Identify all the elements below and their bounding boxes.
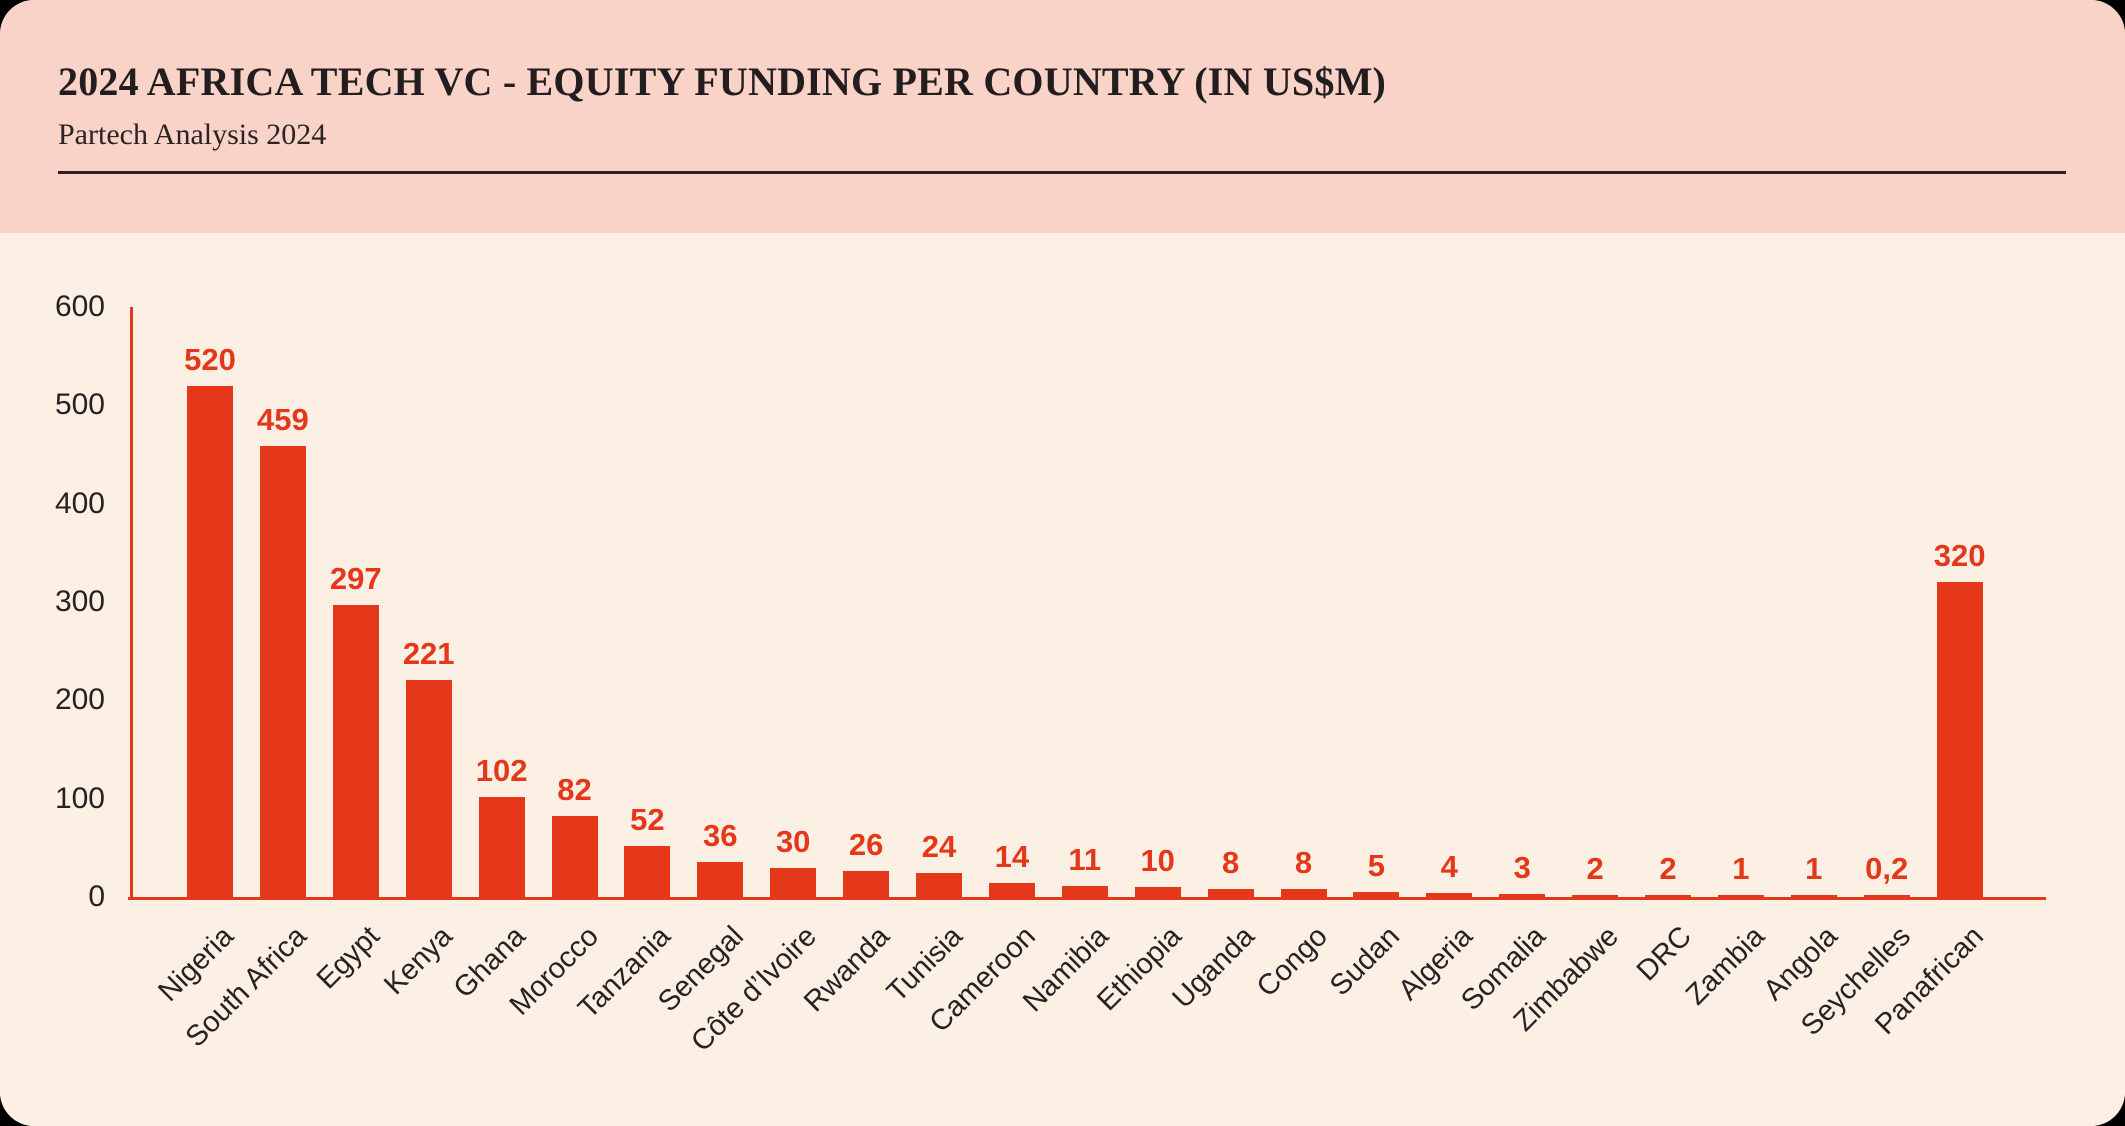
bar-value-label-ethiopia: 10 — [1140, 843, 1175, 879]
bar-zambia — [1717, 894, 1764, 897]
chart-header: 2024 AFRICA TECH VC - EQUITY FUNDING PER… — [0, 0, 2125, 233]
bar-drc — [1645, 894, 1691, 897]
bar-value-label-somalia: 3 — [1513, 850, 1531, 886]
bar-sudan — [1353, 892, 1400, 897]
bar-value-label-nigeria: 520 — [184, 341, 236, 377]
bar-value-label-zambia: 1 — [1732, 850, 1750, 886]
bar-namibia — [1061, 886, 1108, 897]
bar-value-label-cameroon: 14 — [994, 839, 1030, 875]
y-tick-label-600: 600 — [54, 290, 105, 323]
bar-value-label-senegal: 36 — [703, 817, 738, 853]
header-divider — [58, 171, 2066, 174]
bar-kenya — [405, 679, 452, 897]
bar-zimbabwe — [1572, 894, 1619, 897]
bar-ghana — [478, 796, 525, 897]
bar-value-label-sudan: 5 — [1367, 848, 1386, 884]
y-tick-label-100: 100 — [54, 781, 105, 815]
y-tick-label-300: 300 — [54, 585, 105, 618]
bar-value-label-drc: 2 — [1659, 850, 1677, 886]
bar-value-label-congo: 8 — [1294, 845, 1313, 881]
bar-value-label-uganda: 8 — [1221, 845, 1240, 881]
bar-value-label-egypt: 297 — [329, 560, 382, 596]
bar-value-label-seychelles: 0,2 — [1865, 850, 1909, 886]
bar-congo — [1280, 889, 1327, 897]
page-title: 2024 AFRICA TECH VC - EQUITY FUNDING PER… — [58, 59, 1387, 104]
bar-value-label-kenya: 221 — [402, 635, 455, 671]
bar-seychelles — [1863, 894, 1910, 897]
y-tick-label-400: 400 — [54, 486, 105, 520]
bar-egypt — [332, 604, 379, 897]
bar-value-label-angola: 1 — [1805, 850, 1823, 886]
bar-value-label-morocco: 82 — [557, 772, 592, 808]
bar-morocco — [551, 816, 598, 897]
bar-value-label-rwanda: 26 — [848, 827, 884, 863]
bar-value-label-south-africa: 459 — [257, 401, 309, 437]
bar-value-label-panafrican: 320 — [1933, 538, 1986, 574]
x-tick-label-panafrican: Panafrican — [1868, 920, 1990, 1041]
bar-value-label-namibia: 11 — [1068, 842, 1102, 878]
bar-tanzania — [624, 845, 671, 897]
bar-c-te-d-ivoire — [770, 867, 817, 897]
y-tick-label-500: 500 — [54, 388, 105, 422]
page-subtitle: Partech Analysis 2024 — [58, 118, 327, 151]
bar-tunisia — [916, 873, 962, 897]
bar-algeria — [1426, 893, 1473, 897]
bar-value-label-zimbabwe: 2 — [1586, 850, 1604, 886]
bar-rwanda — [843, 871, 890, 897]
bar-value-label-tanzania: 52 — [630, 801, 665, 837]
y-axis-line — [130, 307, 133, 900]
y-tick-label-0: 0 — [88, 880, 105, 913]
bar-somalia — [1499, 894, 1546, 897]
bar-senegal — [697, 861, 744, 897]
bar-cameroon — [988, 883, 1035, 897]
x-axis-line — [128, 897, 2046, 900]
bar-south-africa — [259, 445, 306, 897]
bar-uganda — [1207, 889, 1254, 897]
bar-angola — [1790, 894, 1837, 897]
bar-value-label-ghana: 102 — [475, 752, 528, 788]
bar-nigeria — [187, 385, 233, 897]
y-tick-label-200: 200 — [54, 683, 105, 717]
bar-value-label-algeria: 4 — [1440, 849, 1458, 885]
bar-chart: 0 100 200 300 400 500 600 520 459 297 221 102 82 52 3… — [0, 233, 2125, 1126]
bar-value-label-c-te-d-ivoire: 30 — [775, 823, 811, 859]
bar-ethiopia — [1134, 887, 1181, 897]
bar-value-label-tunisia: 24 — [921, 829, 957, 865]
bar-panafrican — [1936, 582, 1983, 897]
